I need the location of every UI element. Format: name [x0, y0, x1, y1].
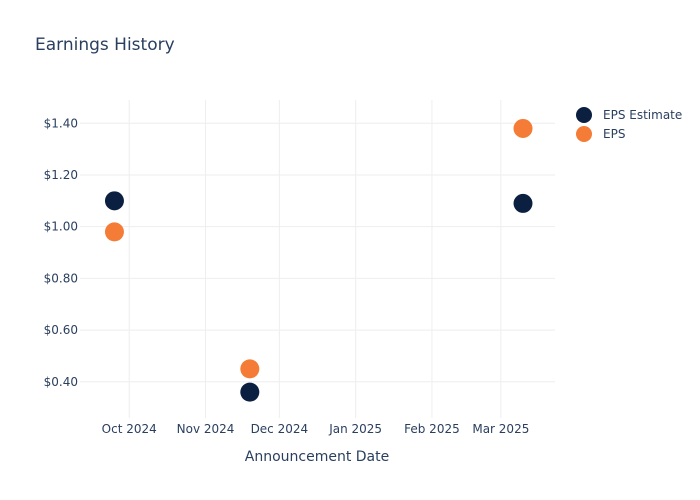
- eps-legend-label[interactable]: EPS: [603, 127, 625, 141]
- y-tick-label: $1.00: [44, 220, 78, 234]
- y-tick-label: $0.60: [44, 323, 78, 337]
- x-tick-label: Nov 2024: [177, 422, 235, 436]
- gridlines: [80, 100, 555, 418]
- x-tick-label: Mar 2025: [472, 422, 529, 436]
- eps-estimate-point[interactable]: [513, 193, 533, 213]
- eps-point[interactable]: [513, 118, 533, 138]
- y-axis-ticks: $0.40 $0.60 $0.80 $1.00 $1.20 $1.40: [44, 116, 78, 389]
- x-tick-label: Oct 2024: [102, 422, 157, 436]
- eps-estimate-legend-label[interactable]: EPS Estimate: [603, 108, 682, 122]
- y-tick-label: $1.20: [44, 168, 78, 182]
- eps-estimate-point[interactable]: [240, 382, 260, 402]
- eps-estimate-point[interactable]: [104, 191, 124, 211]
- x-axis-title: Announcement Date: [245, 449, 389, 465]
- data-points: [104, 118, 533, 402]
- x-tick-label: Feb 2025: [404, 422, 460, 436]
- eps-point[interactable]: [240, 359, 260, 379]
- eps-legend-marker[interactable]: [576, 126, 592, 142]
- x-tick-label: Dec 2024: [251, 422, 309, 436]
- legend[interactable]: EPS Estimate EPS: [576, 107, 682, 142]
- eps-point[interactable]: [104, 222, 124, 242]
- x-tick-label: Jan 2025: [328, 422, 382, 436]
- y-tick-label: $1.40: [44, 116, 78, 130]
- chart-title: Earnings History: [35, 35, 175, 55]
- eps-estimate-legend-marker[interactable]: [576, 107, 592, 123]
- y-tick-label: $0.80: [44, 271, 78, 285]
- y-tick-label: $0.40: [44, 375, 78, 389]
- x-axis-ticks: Oct 2024 Nov 2024 Dec 2024 Jan 2025 Feb 2025…: [102, 422, 530, 436]
